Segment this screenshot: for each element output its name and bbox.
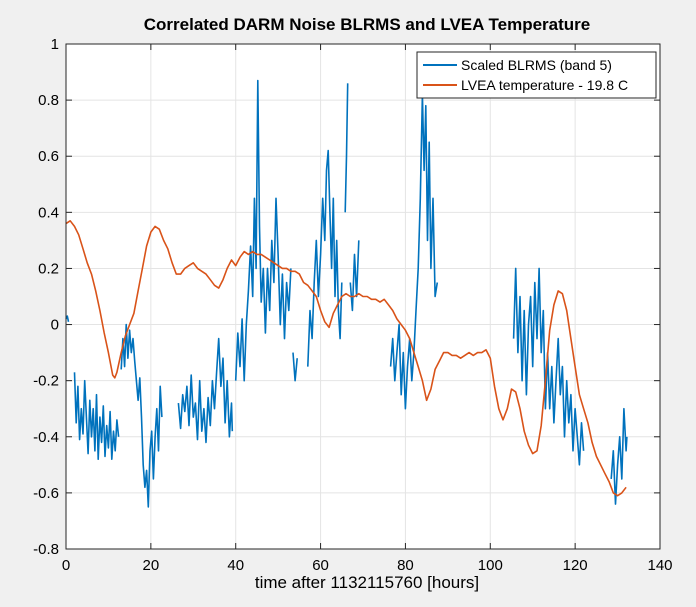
series-line <box>73 372 120 461</box>
legend-label: LVEA temperature - 19.8 C <box>461 77 628 93</box>
x-tick-label: 120 <box>563 557 588 574</box>
y-tick-label: 0.8 <box>38 92 59 109</box>
series-line <box>65 220 627 497</box>
legend: Scaled BLRMS (band 5) LVEA temperature - … <box>416 51 657 99</box>
y-tick-label: 1 <box>51 36 59 53</box>
axes-frame <box>65 43 661 550</box>
y-tick-label: -0.8 <box>33 541 59 558</box>
x-tick-label: 100 <box>478 557 503 574</box>
y-tick-label: 0.4 <box>38 204 59 221</box>
x-tick-label: 0 <box>62 557 70 574</box>
series-line <box>307 149 343 367</box>
y-tick-label: 0.2 <box>38 260 59 277</box>
y-tick-label: -0.4 <box>33 429 59 446</box>
series-2 <box>65 220 627 497</box>
series-1 <box>65 79 628 508</box>
y-tick-label: 0.6 <box>38 148 59 165</box>
x-tick-label: 20 <box>143 557 160 574</box>
series-line <box>512 267 585 466</box>
series-line <box>120 323 163 508</box>
x-tick-label: 140 <box>647 557 672 574</box>
x-tick-label: 80 <box>397 557 414 574</box>
series-line <box>292 352 298 382</box>
chart-title: Correlated DARM Noise BLRMS and LVEA Tem… <box>144 15 590 34</box>
x-axis-label: time after 1132115760 [hours] <box>255 573 479 592</box>
series-line <box>349 240 360 312</box>
series-line <box>389 93 439 410</box>
series-line <box>177 337 234 444</box>
y-tick-label: 0 <box>51 317 59 334</box>
series-line <box>344 83 349 213</box>
x-tick-label: 40 <box>227 557 244 574</box>
series-line <box>610 407 628 505</box>
x-tick-label: 60 <box>312 557 329 574</box>
legend-label: Scaled BLRMS (band 5) <box>461 57 612 73</box>
legend-box <box>416 51 657 99</box>
y-tick-label: -0.6 <box>33 485 59 502</box>
series-line <box>234 79 292 382</box>
y-tick-label: -0.2 <box>33 373 59 390</box>
